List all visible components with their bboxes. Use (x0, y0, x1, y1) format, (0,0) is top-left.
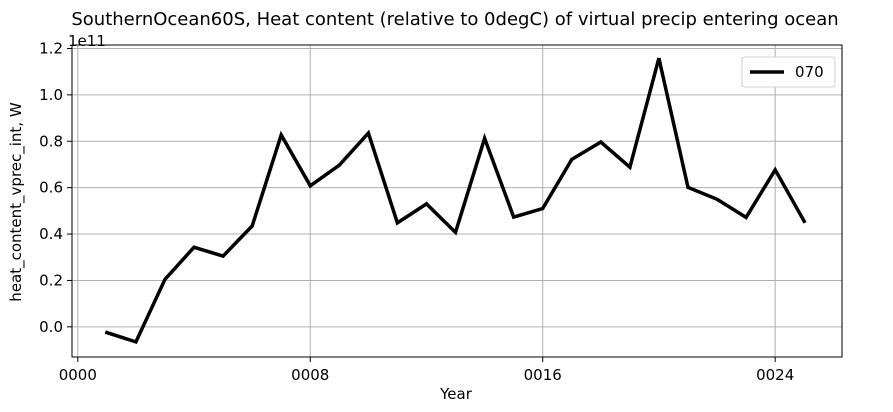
series-layer (104, 57, 807, 345)
x-tick-label: 0008 (291, 366, 329, 384)
chart-title: SouthernOcean60S, Heat content (relative… (71, 9, 838, 30)
x-axis: 0000 0008 0016 0024 (59, 357, 794, 384)
y-tick-label: 0.0 (39, 318, 63, 336)
legend: 070 (741, 56, 836, 88)
series-line-070 (104, 57, 807, 345)
y-tick-label: 0.8 (39, 132, 63, 150)
x-axis-label: Year (439, 385, 473, 403)
legend-label: 070 (795, 63, 824, 81)
y-axis: 0.0 0.2 0.4 0.6 0.8 1.0 1.2 (39, 39, 72, 336)
x-tick-label: 0016 (524, 366, 562, 384)
y-tick-label: 1.2 (39, 39, 63, 57)
y-offset-label: 1e11 (68, 32, 106, 50)
plot-frame (71, 44, 843, 358)
grid (72, 45, 842, 357)
y-tick-label: 0.6 (39, 179, 63, 197)
x-tick-label: 0024 (756, 366, 794, 384)
y-tick-label: 0.4 (39, 225, 63, 243)
y-tick-label: 1.0 (39, 86, 63, 104)
legend-box (741, 56, 836, 88)
x-tick-label: 0000 (59, 366, 97, 384)
y-tick-label: 0.2 (39, 271, 63, 289)
y-axis-label: heat_content_vprec_int, W (7, 102, 26, 302)
